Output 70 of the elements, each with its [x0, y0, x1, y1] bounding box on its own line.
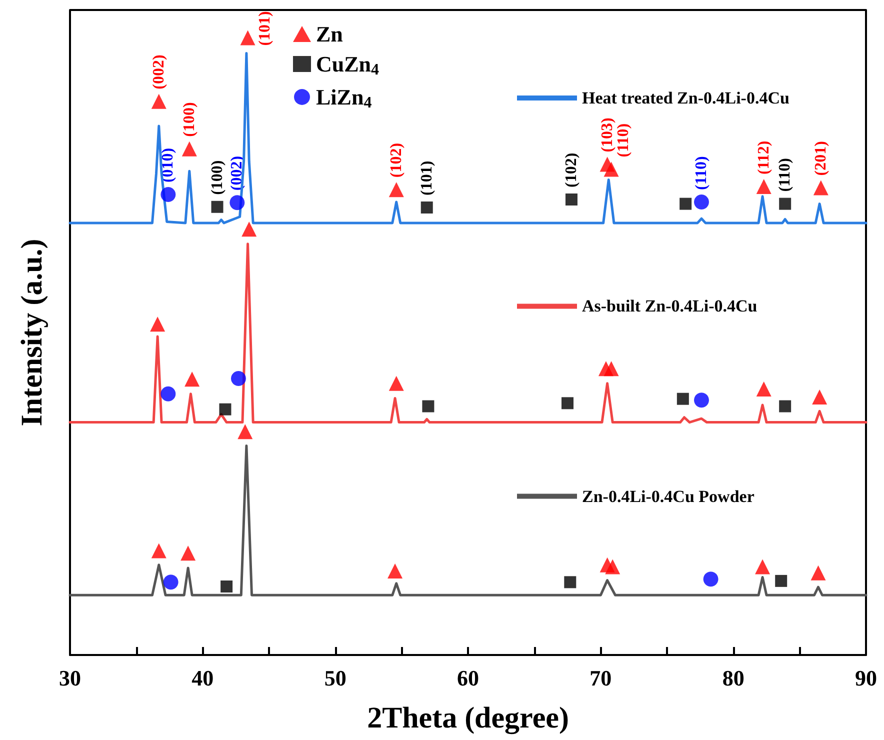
point	[422, 400, 434, 412]
legend-label: Zn-0.4Li-0.4Cu Powder	[582, 486, 755, 506]
point	[756, 179, 772, 194]
point	[150, 316, 166, 332]
point	[779, 400, 792, 412]
point	[242, 222, 257, 237]
point	[240, 30, 256, 46]
point	[219, 403, 232, 416]
point	[180, 546, 196, 561]
point	[220, 580, 233, 592]
x-tick-label: 30	[59, 666, 81, 690]
annotation: (002)	[150, 54, 168, 90]
point	[562, 397, 574, 410]
point	[231, 370, 246, 386]
point	[703, 572, 718, 587]
annotation: (110)	[776, 158, 794, 192]
point	[230, 195, 245, 210]
annotation: (110)	[692, 156, 710, 190]
annotation: (002)	[228, 156, 246, 191]
annotation: (100)	[180, 102, 198, 137]
point	[160, 386, 176, 402]
point	[163, 574, 178, 590]
point	[813, 180, 828, 196]
point	[388, 182, 404, 198]
point	[182, 141, 197, 156]
point	[565, 193, 578, 206]
point	[604, 162, 619, 177]
point	[184, 372, 200, 387]
point	[564, 576, 576, 588]
legend-label: Zn	[316, 22, 343, 46]
point	[775, 574, 788, 587]
x-tick-label: 80	[722, 666, 744, 690]
annotation: (103)	[598, 118, 616, 152]
x-tick-label: 40	[192, 666, 214, 690]
point	[694, 392, 709, 408]
annotation: (101)	[418, 160, 436, 196]
point	[388, 564, 403, 579]
x-tick-label: 70	[590, 666, 612, 690]
point	[779, 198, 792, 210]
annotation: (110)	[614, 123, 632, 158]
point	[680, 198, 692, 210]
x-tick-label: 60	[457, 666, 479, 690]
point	[388, 376, 404, 391]
annotation: (010)	[160, 148, 177, 183]
annotation: (112)	[755, 140, 772, 175]
point	[810, 565, 826, 580]
annotation: (102)	[562, 152, 580, 188]
annotation: (101)	[256, 11, 274, 46]
point	[238, 424, 253, 440]
legend-label: As-built Zn-0.4Li-0.4Cu	[582, 296, 758, 316]
annotation: (100)	[208, 160, 226, 195]
point	[604, 361, 619, 376]
point	[160, 187, 176, 202]
point	[676, 392, 689, 405]
point	[151, 94, 166, 109]
point	[211, 200, 224, 213]
x-tick-label: 90	[855, 666, 877, 690]
legend-label: Heat treated Zn-0.4Li-0.4Cu	[582, 88, 790, 108]
annotation: (201)	[812, 141, 830, 176]
point	[756, 381, 772, 396]
point	[755, 559, 770, 574]
y-axis-title: Intensity (a.u.)	[16, 238, 48, 426]
point	[151, 543, 166, 558]
point	[605, 559, 620, 574]
point	[812, 390, 828, 404]
point	[420, 202, 433, 214]
x-tick-label: 50	[324, 666, 346, 690]
point	[694, 194, 709, 210]
x-axis-title: 2Theta (degree)	[367, 702, 569, 734]
annotation: (102)	[388, 142, 405, 178]
